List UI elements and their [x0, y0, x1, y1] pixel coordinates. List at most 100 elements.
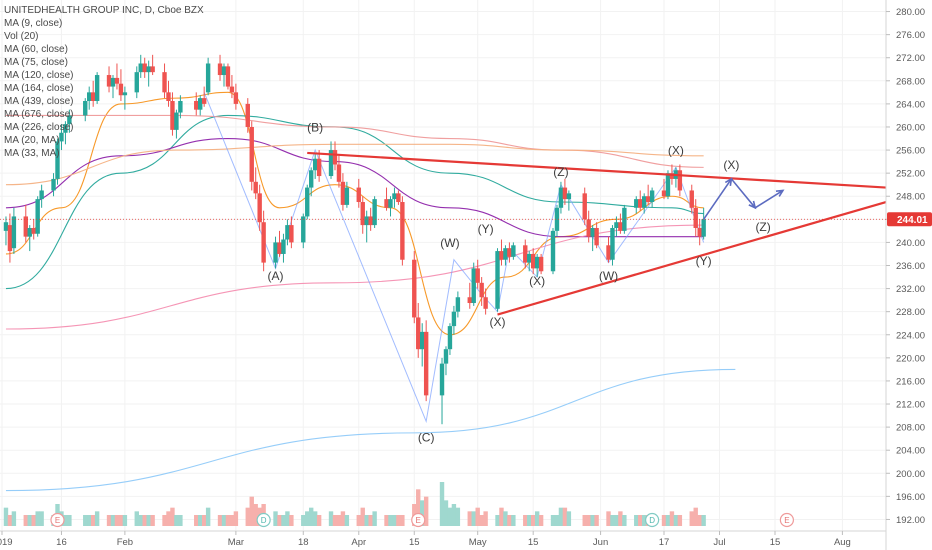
candle-body[interactable] [360, 202, 365, 226]
candle-body[interactable] [530, 253, 536, 269]
candle-body[interactable] [285, 225, 290, 240]
candle-body[interactable] [618, 222, 623, 231]
candle-body[interactable] [661, 190, 667, 197]
candle-body[interactable] [416, 317, 421, 350]
candle-body[interactable] [35, 199, 40, 234]
candle-body[interactable] [582, 193, 587, 220]
earnings-marker[interactable] [50, 512, 65, 528]
projection-arrows[interactable] [702, 177, 785, 220]
candle-body[interactable] [301, 216, 306, 243]
trendline-lower[interactable] [497, 200, 887, 316]
candle-body[interactable] [423, 331, 429, 396]
candle-body[interactable] [118, 83, 124, 96]
trendlines[interactable] [307, 151, 887, 316]
candle-body[interactable] [312, 158, 318, 171]
candle-body[interactable] [3, 222, 9, 231]
candle-body[interactable] [439, 363, 445, 396]
candle-body[interactable] [554, 207, 560, 231]
candle-body[interactable] [451, 311, 457, 327]
candle-body[interactable] [138, 63, 143, 73]
dividend-marker[interactable] [645, 512, 660, 528]
legend-ma-75[interactable]: MA (75, close) [4, 57, 68, 68]
candle-body[interactable] [641, 196, 647, 208]
candle-body[interactable] [455, 297, 461, 312]
candle-body[interactable] [273, 242, 278, 263]
candle-body[interactable] [665, 173, 671, 197]
candle-body[interactable] [7, 225, 13, 252]
candle-body[interactable] [221, 66, 227, 76]
candle-body[interactable] [538, 256, 544, 272]
candle-body[interactable] [233, 92, 239, 104]
candle-body[interactable] [701, 219, 706, 237]
candle-body[interactable] [396, 193, 401, 203]
candle-body[interactable] [170, 101, 175, 130]
candle-body[interactable] [31, 227, 36, 234]
candle-body[interactable] [110, 77, 116, 87]
candle-body[interactable] [606, 245, 611, 260]
candle-body[interactable] [205, 63, 211, 93]
candle-body[interactable] [142, 63, 147, 73]
candle-body[interactable] [328, 150, 334, 177]
candle-body[interactable] [277, 242, 282, 254]
candle-body[interactable] [638, 199, 643, 208]
trendline-upper[interactable] [307, 151, 887, 189]
candle-body[interactable] [114, 77, 120, 84]
candle-body[interactable] [39, 190, 44, 200]
candlesticks[interactable] [3, 54, 706, 425]
dividend-marker[interactable] [256, 512, 271, 528]
candle-body[interactable] [400, 202, 405, 260]
candle-body[interactable] [23, 216, 28, 237]
candle-body[interactable] [249, 126, 254, 182]
candle-body[interactable] [229, 86, 235, 93]
candle-body[interactable] [566, 193, 572, 200]
candle-body[interactable] [289, 225, 294, 243]
candle-body[interactable] [225, 66, 231, 87]
candle-body[interactable] [471, 268, 476, 304]
candle-body[interactable] [368, 216, 373, 226]
candle-body[interactable] [166, 92, 171, 102]
candle-body[interactable] [634, 199, 639, 208]
candle-body[interactable] [511, 245, 516, 257]
candle-body[interactable] [388, 199, 393, 208]
candle-body[interactable] [534, 256, 540, 269]
candle-body[interactable] [122, 92, 128, 96]
candle-body[interactable] [586, 219, 591, 237]
candle-body[interactable] [507, 248, 512, 257]
candle-body[interactable] [281, 239, 286, 254]
legend-ma-164[interactable]: MA (164, close) [4, 83, 73, 94]
candle-body[interactable] [217, 63, 223, 76]
candle-body[interactable] [527, 253, 532, 263]
legend[interactable]: UNITEDHEALTH GROUP INC, D, Cboe BZX MA (… [4, 5, 204, 159]
legend-ma-439[interactable]: MA (439, close) [4, 96, 73, 107]
candle-body[interactable] [51, 178, 56, 191]
candle-body[interactable] [87, 92, 92, 102]
candle-body[interactable] [467, 297, 472, 304]
candle-body[interactable] [475, 268, 480, 283]
candle-body[interactable] [356, 187, 361, 203]
legend-ma-676[interactable]: MA (676, close) [4, 109, 73, 120]
candle-body[interactable] [174, 112, 179, 130]
candle-body[interactable] [309, 170, 314, 188]
candle-body[interactable] [610, 227, 615, 260]
candle-body[interactable] [150, 66, 155, 73]
legend-ma-9[interactable]: MA (9, close) [4, 18, 62, 29]
candle-body[interactable] [336, 164, 342, 182]
candle-body[interactable] [503, 248, 508, 260]
candle-body[interactable] [483, 297, 488, 309]
candle-body[interactable] [305, 187, 310, 217]
candle-body[interactable] [523, 245, 528, 263]
candle-body[interactable] [94, 75, 100, 102]
candle-body[interactable] [178, 101, 183, 113]
candle-body[interactable] [316, 158, 322, 177]
candle-body[interactable] [83, 101, 88, 116]
candle-body[interactable] [392, 193, 397, 200]
legend-ma-226[interactable]: MA (226, close) [4, 122, 73, 133]
candle-body[interactable] [590, 227, 595, 237]
legend-vol-20[interactable]: Vol (20) [4, 31, 38, 42]
legend-ma-20-ma[interactable]: MA (20, MA) [4, 135, 60, 146]
legend-ma-120[interactable]: MA (120, close) [4, 70, 73, 81]
candle-body[interactable] [198, 98, 203, 110]
candle-body[interactable] [447, 326, 453, 350]
candle-body[interactable] [134, 72, 139, 93]
